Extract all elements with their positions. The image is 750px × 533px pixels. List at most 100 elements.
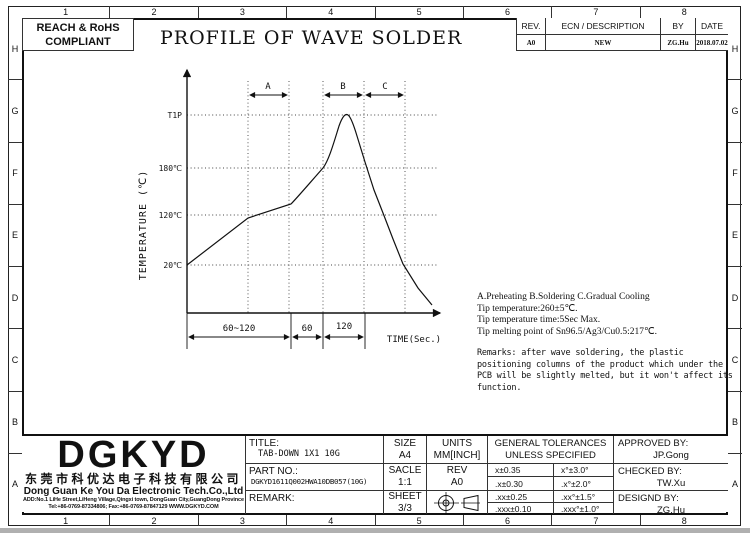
size-cell: SIZE A4 — [383, 436, 426, 463]
units-label: UNITS — [442, 437, 472, 449]
remark-label: REMARK: — [249, 493, 295, 504]
rev-cell: REV A0 — [426, 463, 487, 490]
ruler-row-label: D — [728, 267, 742, 330]
screen-edge-strip — [0, 528, 750, 533]
projection-cell — [426, 490, 487, 514]
rev-value-date: 2018.07.02 — [696, 38, 728, 47]
ruler-col-label: 1 — [22, 6, 111, 18]
ruler-col-label: 7 — [552, 6, 641, 18]
rev-header-rev: REV. — [517, 18, 546, 35]
ruler-row-label: G — [8, 80, 22, 143]
part-no-label: PART NO.: — [249, 466, 298, 477]
rev-header-by: BY — [661, 18, 696, 35]
tolerances-header-line1: GENERAL TOLERANCES — [494, 437, 607, 449]
ruler-col-label: 2 — [110, 515, 199, 526]
remarks-text: Remarks: after wave soldering, the plast… — [477, 348, 733, 393]
units-cell: UNITS MM[INCH] — [426, 436, 487, 463]
approved-by-label: APPROVED BY: — [618, 438, 689, 449]
ruler-col-label: 1 — [22, 515, 111, 526]
designed-by-label: DESIGND BY: — [618, 493, 679, 504]
title-value: TAB-DOWN 1X1 10G — [258, 449, 340, 459]
ruler-col-label: 2 — [110, 6, 199, 18]
rev-value: A0 — [450, 477, 464, 488]
ruler-col-label: 6 — [464, 6, 553, 18]
x-axis-title: TIME(Sec.) — [387, 335, 441, 345]
ruler-row-label: E — [8, 205, 22, 267]
ruler-left: H G F E D C B A — [8, 18, 22, 515]
y-tick-180: 180℃ — [159, 164, 182, 173]
ruler-row-label: B — [8, 392, 22, 454]
dimension-ticks — [186, 313, 366, 349]
scale-label: SACLE — [388, 465, 422, 476]
y-tick-20: 20℃ — [163, 261, 182, 270]
rev-value-rev: A0 — [517, 35, 546, 50]
note-melting-point: Tip melting point of Sn96.5/Ag3/Cu0.5:21… — [477, 326, 658, 337]
ruler-col-label: 5 — [376, 6, 464, 18]
ruler-col-label: 3 — [199, 515, 288, 526]
designed-by-cell: DESIGND BY: ZG.Hu — [613, 490, 728, 516]
tolerance-linear-2: .x±0.30 — [487, 476, 553, 490]
x-segment-3: 120 — [336, 322, 352, 332]
ruler-col-label: 7 — [552, 515, 641, 526]
x-segment-2: 60 — [302, 324, 313, 334]
tolerance-linear-3: .xx±0.25 — [487, 490, 553, 502]
phase-legend: A.Preheating B.Soldering C.Gradual Cooli… — [477, 292, 650, 302]
y-tick-120: 120℃ — [159, 211, 182, 220]
y-tick-t1p: T1P — [168, 111, 183, 120]
size-label: SIZE — [393, 437, 417, 449]
phase-label-c: C — [382, 82, 387, 92]
sheet-inner-frame — [22, 18, 728, 515]
company-name-cn: 东莞市科优达电子科技有限公司 — [24, 472, 242, 486]
temperature-curve — [186, 113, 433, 306]
ruler-row-label: D — [8, 267, 22, 330]
rev-value-by: ZG.Hu — [661, 35, 696, 50]
size-value: A4 — [398, 449, 412, 461]
ruler-col-label: 8 — [681, 7, 687, 17]
company-block: DGKYD 东莞市科优达电子科技有限公司 Dong Guan Ke You Da… — [22, 436, 245, 514]
approved-by-cell: APPROVED BY: JP.Gong — [613, 436, 728, 463]
compliance-line2: COMPLIANT — [45, 35, 111, 48]
tolerance-angular-4: .xxx°±1.0° — [553, 502, 613, 514]
revision-table: REV. ECN / DESCRIPTION BY DATE A0 NEW ZG… — [516, 18, 728, 51]
checked-by-value: TW.Xu — [656, 478, 686, 489]
rev-label: REV — [446, 465, 468, 476]
gridline-vertical — [247, 81, 406, 313]
ruler-row-label: A — [11, 479, 18, 490]
scale-value: 1:1 — [398, 477, 412, 488]
title-cell: TITLE: TAB-DOWN 1X1 10G — [245, 436, 383, 463]
part-no-value: DGKYD1611Q002HWA10DB057(10G) — [251, 477, 368, 486]
ruler-right: H G F E D C B A — [728, 18, 742, 515]
ruler-col-label: 8 — [681, 515, 687, 526]
ruler-bottom: 1 2 3 4 5 6 7 8 — [22, 515, 728, 526]
wave-solder-profile-chart: A B C T1P 180℃ 120℃ 20℃ TEMPERATURE (℃) … — [138, 68, 442, 349]
ruler-col-label: 4 — [287, 6, 376, 18]
ruler-top: 1 2 3 4 5 6 7 8 — [22, 6, 728, 18]
ruler-row-label: F — [728, 143, 742, 205]
ruler-col-label: 6 — [464, 515, 553, 526]
ruler-row-label: H — [728, 18, 742, 81]
remark-cell: REMARK: — [245, 490, 383, 514]
ruler-row-label: E — [728, 205, 742, 267]
sheet-cell: SHEET 3/3 — [383, 490, 426, 514]
ruler-row-label: A — [731, 479, 738, 490]
gridline-horizontal — [187, 114, 438, 266]
tolerance-angular-1: x°±3.0° — [553, 463, 613, 476]
x-segment-1: 60~120 — [223, 324, 256, 334]
ruler-col-label: 5 — [376, 515, 464, 526]
rev-value-ecn: NEW — [546, 35, 661, 50]
scale-cell: SACLE 1:1 — [383, 463, 426, 490]
tolerances-header: GENERAL TOLERANCES UNLESS SPECIFIED — [487, 436, 613, 463]
sheet-label: SHEET — [388, 490, 422, 502]
ruler-row-label: G — [728, 80, 742, 143]
phase-label-b: B — [340, 82, 345, 92]
tolerance-angular-3: .xx°±1.5° — [553, 490, 613, 502]
y-axis-title: TEMPERATURE (℃) — [138, 170, 149, 281]
ruler-col-label: 3 — [199, 6, 288, 18]
company-address: ADD:No.1 LiHe Street,LiHeng Village,Qing… — [23, 497, 244, 503]
compliance-badge: REACH & RoHS COMPLIANT — [22, 18, 134, 51]
ruler-row-label: H — [8, 18, 22, 81]
checked-by-label: CHECKED BY: — [618, 466, 682, 477]
projection-symbol-icon — [434, 491, 480, 514]
company-name-en: Dong Guan Ke You Da Electronic Tech.Co.,… — [23, 486, 244, 497]
